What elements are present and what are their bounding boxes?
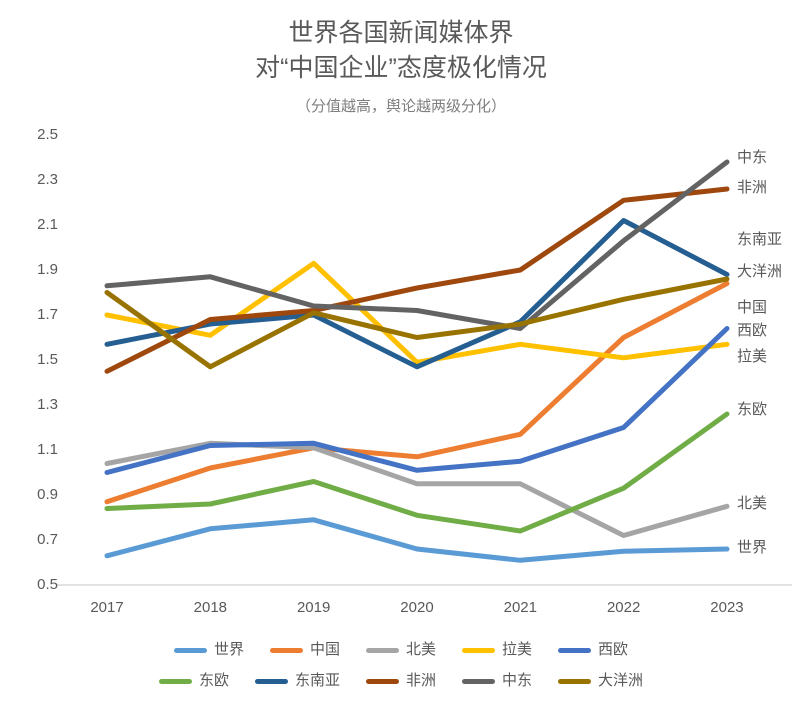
legend-swatch-icon bbox=[173, 647, 207, 653]
legend-item: 东欧 bbox=[158, 672, 229, 690]
legend-label: 北美 bbox=[405, 641, 436, 658]
x-axis-tick: 2023 bbox=[710, 599, 744, 616]
y-axis-tick: 1.7 bbox=[37, 306, 58, 323]
chart-subtitle: （分值越高，舆论越两级分化） bbox=[295, 98, 506, 115]
legend-item: 西欧 bbox=[558, 641, 628, 659]
series-line bbox=[104, 186, 730, 374]
y-axis-tick: 0.7 bbox=[37, 531, 58, 548]
series-label: 拉美 bbox=[737, 348, 768, 365]
series-line bbox=[104, 281, 730, 505]
legend-item: 大洋洲 bbox=[558, 672, 643, 690]
series-label: 西欧 bbox=[737, 322, 768, 339]
chart-title-line2: 对“中国企业”态度极化情况 bbox=[255, 54, 547, 82]
y-axis-tick: 1.9 bbox=[37, 261, 58, 278]
series-line bbox=[104, 411, 730, 534]
series-label: 北美 bbox=[737, 495, 768, 512]
y-axis-tick: 2.5 bbox=[37, 126, 58, 143]
legend-label: 东欧 bbox=[198, 672, 229, 689]
y-axis-tick: 1.3 bbox=[37, 396, 58, 413]
legend-row: 东欧 东南亚 非洲 中东 大洋洲 bbox=[158, 672, 643, 690]
legend-swatch-icon bbox=[462, 678, 495, 684]
series-line bbox=[104, 260, 730, 365]
series-label: 东欧 bbox=[737, 401, 768, 418]
x-axis-tick: 2021 bbox=[503, 599, 537, 616]
series-label: 东南亚 bbox=[737, 231, 783, 248]
series-line bbox=[104, 218, 730, 370]
legend-item: 世界 bbox=[173, 641, 244, 659]
legend-swatch-icon bbox=[462, 647, 495, 653]
series-line bbox=[104, 326, 730, 475]
legend-label: 世界 bbox=[213, 641, 244, 658]
chart-title: 世界各国新闻媒体界 对“中国企业”态度极化情况 bbox=[0, 16, 802, 86]
series-label: 中东 bbox=[737, 149, 768, 166]
legend-label: 东南亚 bbox=[294, 672, 340, 689]
legend-item: 中国 bbox=[269, 641, 340, 659]
legend-swatch-icon bbox=[558, 678, 592, 684]
legend-swatch-icon bbox=[158, 678, 192, 684]
legend-swatch-icon bbox=[254, 678, 288, 684]
legend-label: 西欧 bbox=[598, 641, 629, 658]
series-line bbox=[104, 276, 730, 370]
series-label: 世界 bbox=[737, 539, 768, 556]
y-axis-tick: 2.1 bbox=[37, 216, 58, 233]
series-line bbox=[104, 517, 730, 563]
y-axis-tick: 1.1 bbox=[37, 441, 58, 458]
legend-label: 中东 bbox=[502, 672, 533, 689]
legend-row: 世界 中国 北美 拉美 西欧 bbox=[173, 641, 628, 659]
legend-item: 中东 bbox=[462, 672, 532, 690]
y-axis-tick: 2.3 bbox=[37, 171, 58, 188]
series-label: 大洋洲 bbox=[737, 263, 783, 280]
legend: 世界 中国 北美 拉美 西欧东欧 东南亚 非洲 中东 大洋洲 bbox=[0, 641, 802, 690]
series-label: 非洲 bbox=[737, 179, 768, 196]
legend-swatch-icon bbox=[558, 647, 592, 653]
chart-title-line1: 世界各国新闻媒体界 bbox=[288, 19, 514, 47]
legend-swatch-icon bbox=[365, 647, 399, 653]
x-axis-tick: 2018 bbox=[193, 599, 228, 616]
y-axis-tick: 0.9 bbox=[37, 486, 58, 503]
legend-swatch-icon bbox=[365, 678, 399, 684]
legend-item: 非洲 bbox=[365, 672, 436, 690]
series-label: 中国 bbox=[737, 299, 768, 316]
x-axis-tick: 2017 bbox=[90, 599, 124, 616]
y-axis-tick: 0.5 bbox=[37, 576, 58, 593]
legend-label: 拉美 bbox=[502, 641, 533, 658]
legend-swatch-icon bbox=[269, 647, 303, 653]
legend-label: 非洲 bbox=[405, 672, 436, 689]
legend-item: 北美 bbox=[365, 641, 436, 659]
x-axis-tick: 2022 bbox=[606, 599, 641, 616]
legend-label: 中国 bbox=[309, 641, 340, 658]
y-axis-tick: 1.5 bbox=[37, 351, 58, 368]
legend-item: 拉美 bbox=[462, 641, 532, 659]
legend-item: 东南亚 bbox=[254, 672, 340, 690]
x-axis-tick: 2020 bbox=[400, 599, 434, 616]
series-line bbox=[104, 159, 730, 331]
legend-label: 大洋洲 bbox=[598, 672, 644, 689]
x-axis-tick: 2019 bbox=[296, 599, 331, 616]
